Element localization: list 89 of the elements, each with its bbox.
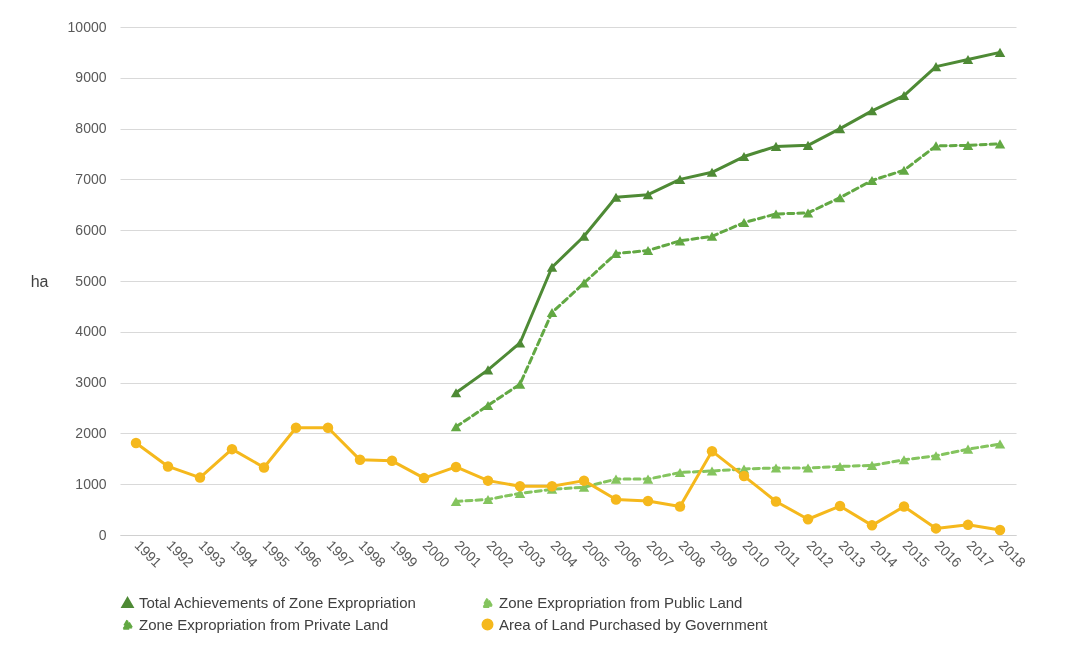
point — [322, 422, 334, 434]
point — [866, 106, 878, 116]
point — [770, 141, 782, 151]
point — [994, 524, 1006, 536]
point — [674, 236, 686, 246]
point — [706, 445, 718, 457]
point — [546, 262, 558, 272]
y-tick-label: 7000 — [75, 170, 107, 187]
point — [418, 472, 430, 484]
point — [802, 514, 814, 525]
point — [738, 152, 750, 162]
y-tick-label: 4000 — [75, 323, 107, 340]
point — [674, 501, 686, 512]
point — [898, 501, 910, 512]
point — [834, 461, 846, 471]
point — [866, 175, 878, 185]
point — [514, 481, 526, 492]
point — [770, 463, 782, 473]
point — [482, 475, 494, 486]
point — [770, 496, 782, 507]
point — [642, 474, 654, 484]
y-tick-label: 5000 — [75, 272, 107, 289]
point — [450, 496, 462, 507]
point — [386, 455, 398, 467]
y-tick-label: 6000 — [75, 221, 107, 238]
point — [770, 209, 782, 219]
point — [642, 245, 654, 256]
point — [162, 461, 174, 472]
point — [898, 91, 910, 101]
point — [802, 140, 814, 150]
point — [482, 365, 494, 375]
point — [866, 520, 878, 531]
point — [866, 460, 878, 470]
point — [194, 472, 206, 483]
y-tick-label: 3000 — [75, 374, 107, 391]
y-tick-label: 8000 — [75, 120, 107, 137]
point — [706, 466, 718, 476]
legend-label: Total Achievements of Zone Expropriation — [139, 593, 416, 611]
point — [674, 467, 686, 478]
point — [642, 190, 654, 200]
point — [962, 444, 974, 454]
point — [994, 439, 1006, 449]
point — [994, 139, 1006, 149]
point — [130, 437, 142, 449]
point — [802, 463, 814, 473]
point — [578, 231, 590, 241]
y-axis-title: ha — [30, 272, 49, 290]
point — [450, 422, 462, 432]
point — [290, 422, 302, 434]
point — [802, 208, 814, 218]
point — [546, 307, 558, 318]
y-tick-label: 0 — [98, 526, 107, 543]
point — [898, 165, 910, 175]
point — [514, 379, 526, 389]
point — [930, 523, 942, 534]
point — [962, 519, 974, 531]
point — [834, 124, 846, 134]
point — [962, 140, 974, 150]
point — [674, 174, 686, 184]
point — [226, 443, 238, 455]
legend-label: Zone Expropriation from Private Land — [139, 615, 389, 633]
point — [834, 500, 846, 512]
legend-label: Zone Expropriation from Public Land — [499, 593, 743, 611]
point — [450, 461, 462, 473]
point — [930, 141, 942, 151]
y-tick-label: 9000 — [75, 69, 107, 86]
legend-label: Area of Land Purchased by Government — [499, 615, 769, 633]
point — [962, 54, 974, 65]
point — [450, 388, 462, 398]
point — [482, 494, 494, 504]
y-tick-label: 1000 — [75, 475, 107, 492]
point — [738, 218, 750, 228]
point — [706, 167, 718, 177]
y-tick-label: 10000 — [67, 18, 107, 35]
point — [642, 495, 654, 507]
point — [610, 494, 622, 505]
point — [834, 193, 846, 203]
point — [610, 192, 622, 202]
point — [610, 249, 622, 259]
point — [354, 454, 366, 466]
point — [898, 455, 910, 465]
point — [610, 474, 622, 484]
point — [994, 47, 1006, 57]
y-tick-label: 2000 — [75, 424, 107, 441]
point — [930, 451, 942, 461]
point — [258, 462, 270, 473]
point — [706, 231, 718, 241]
point — [738, 470, 750, 482]
point — [578, 475, 590, 486]
